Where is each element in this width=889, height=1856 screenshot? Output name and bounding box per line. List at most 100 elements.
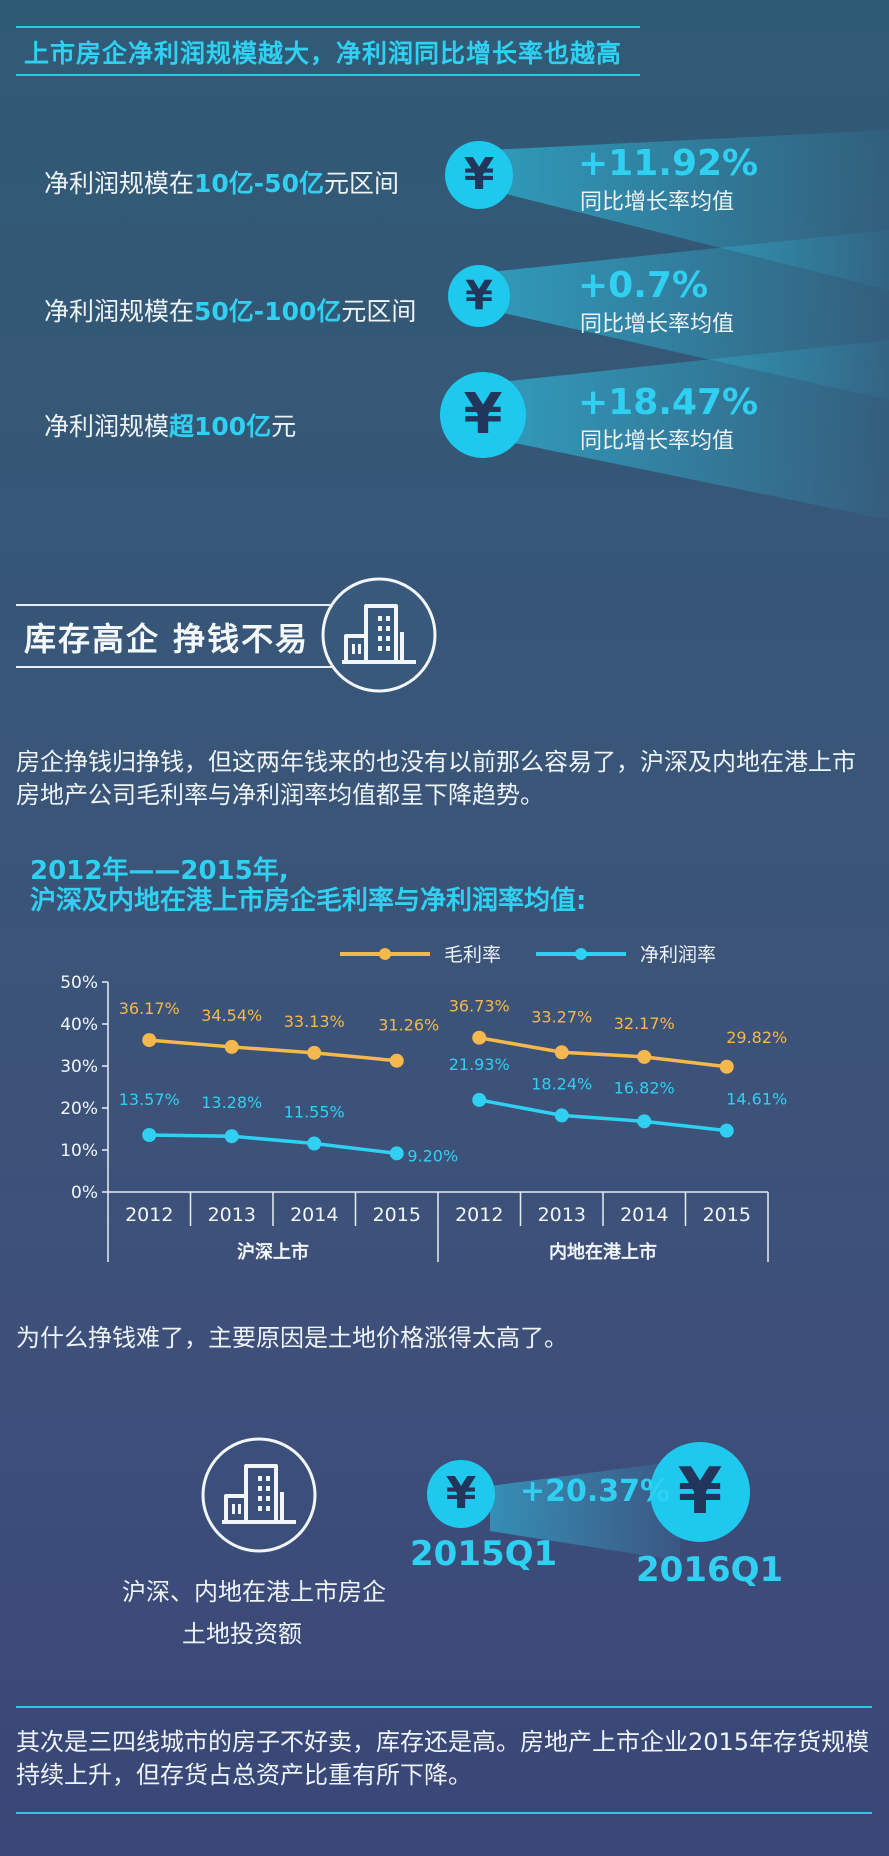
section1-heading: 上市房企净利润规模越大，净利润同比增长率也越高	[24, 39, 623, 68]
yen-icon: ¥	[440, 372, 526, 458]
data-label: 29.82%	[726, 1028, 787, 1047]
yen-icon-small: ¥	[427, 1460, 495, 1528]
legend-marker	[379, 948, 391, 960]
data-label: 36.17%	[119, 999, 180, 1018]
x-tick-label: 2013	[208, 1204, 256, 1226]
data-point	[142, 1033, 157, 1048]
x-tick-label: 2015	[703, 1204, 751, 1226]
data-label: 18.24%	[531, 1074, 592, 1093]
section2-heading: 库存高企 挣钱不易	[24, 620, 310, 658]
data-label: 21.93%	[449, 1055, 510, 1074]
row1-caption: 同比增长率均值	[580, 190, 735, 215]
x-tick-label: 2014	[290, 1204, 338, 1226]
row3-highlight: 超100亿	[169, 412, 272, 441]
row1-suffix: 元区间	[323, 169, 399, 198]
data-point	[472, 1092, 487, 1107]
data-label: 13.57%	[119, 1090, 180, 1109]
section3-caption-line2: 土地投资额	[182, 1620, 302, 1648]
section4-rule-top	[16, 1706, 872, 1708]
row2-label: 净利润规模在50亿-100亿元区间	[44, 292, 416, 328]
data-point	[307, 1136, 322, 1151]
section4-paragraph: 其次是三四线城市的房子不好卖，库存还是高。房地产上市企业2015年存货规模持续上…	[16, 1728, 870, 1789]
line-chart: 毛利率 净利润率 0% 10% 20% 30% 40% 50% 2012 2013 2014 2015…	[60, 944, 787, 1263]
section2-rule-bottom	[16, 666, 346, 668]
x-tick-label: 2014	[620, 1204, 668, 1226]
growth-value: +20.37%	[520, 1474, 671, 1509]
beam-3	[500, 340, 889, 520]
data-label: 31.26%	[378, 1016, 439, 1035]
row2-value: +0.7%	[578, 265, 709, 306]
row2-prefix: 净利润规模在	[44, 297, 195, 326]
row3-suffix: 元	[271, 412, 297, 441]
yen-icon-large: ¥	[650, 1442, 750, 1542]
data-label: 13.28%	[201, 1093, 262, 1112]
row1-value: +11.92%	[578, 143, 759, 184]
yen-icon: ¥	[448, 265, 510, 327]
data-point	[224, 1039, 239, 1054]
legend-label: 毛利率	[444, 944, 501, 966]
series-line-net	[149, 1133, 397, 1156]
x-tick-label: 2012	[455, 1204, 503, 1226]
row2-suffix: 元区间	[341, 297, 417, 326]
data-label: 32.17%	[614, 1014, 675, 1033]
data-label: 9.20%	[407, 1146, 458, 1165]
row1-label: 净利润规模在10亿-50亿元区间	[44, 164, 399, 200]
row3-value: +18.47%	[578, 382, 759, 423]
y-tick-label: 50%	[60, 973, 98, 993]
section4-rule-bottom	[16, 1812, 872, 1814]
data-point	[389, 1146, 404, 1161]
section2-rule-top	[16, 604, 346, 606]
data-point	[719, 1123, 734, 1138]
data-point	[307, 1045, 322, 1060]
group-label: 内地在港上市	[549, 1241, 657, 1263]
y-tick-label: 40%	[60, 1015, 98, 1035]
data-label: 33.13%	[284, 1012, 345, 1031]
data-label: 11.55%	[284, 1102, 345, 1121]
y-tick-label: 10%	[60, 1141, 98, 1161]
building-icon	[321, 577, 437, 693]
data-point	[554, 1045, 569, 1060]
y-tick-label: 30%	[60, 1057, 98, 1077]
to-label: 2016Q1	[636, 1550, 784, 1590]
row3-prefix: 净利润规模	[44, 412, 170, 441]
building-icon	[201, 1437, 317, 1553]
growth-beam	[490, 1461, 680, 1561]
legend-marker	[575, 948, 587, 960]
row3-label: 净利润规模超100亿元	[44, 407, 296, 443]
data-point	[719, 1059, 734, 1074]
data-point	[472, 1030, 487, 1045]
chart-title-line2: 沪深及内地在港上市房企毛利率与净利润率均值:	[30, 886, 587, 916]
row1-prefix: 净利润规模在	[44, 169, 195, 198]
data-point	[224, 1129, 239, 1144]
row3-caption: 同比增长率均值	[580, 429, 735, 454]
row2-caption: 同比增长率均值	[580, 312, 735, 337]
legend-label: 净利润率	[640, 944, 716, 966]
heading-rule-top	[16, 26, 640, 28]
data-label: 36.73%	[449, 997, 510, 1016]
from-label: 2015Q1	[410, 1534, 558, 1574]
y-tick-label: 20%	[60, 1099, 98, 1119]
data-point	[142, 1128, 157, 1143]
x-tick-label: 2013	[538, 1204, 586, 1226]
row2-highlight: 50亿-100亿	[194, 297, 342, 326]
section2-paragraph: 房企挣钱归挣钱，但这两年钱来的也没有以前那么容易了，沪深及内地在港上市房地产公司…	[16, 748, 856, 809]
x-tick-label: 2015	[373, 1204, 421, 1226]
data-label: 16.82%	[614, 1078, 675, 1097]
data-label: 34.54%	[201, 1006, 262, 1025]
light-beams	[490, 130, 889, 520]
data-point	[389, 1053, 404, 1068]
y-tick-label: 0%	[71, 1183, 98, 1203]
series-line-net	[478, 1098, 727, 1133]
chart-title-line1: 2012年——2015年,	[30, 856, 289, 886]
row1-highlight: 10亿-50亿	[194, 169, 324, 198]
data-point	[637, 1049, 652, 1064]
yen-icon: ¥	[445, 141, 513, 209]
heading-rule-bottom	[16, 74, 640, 76]
data-label: 33.27%	[531, 1007, 592, 1026]
section3-sentence: 为什么挣钱难了，主要原因是土地价格涨得太高了。	[16, 1324, 568, 1352]
x-tick-label: 2012	[125, 1204, 173, 1226]
data-point	[637, 1114, 652, 1129]
data-point	[554, 1108, 569, 1123]
data-label: 14.61%	[726, 1090, 787, 1109]
section3-caption-line1: 沪深、内地在港上市房企	[122, 1578, 386, 1606]
